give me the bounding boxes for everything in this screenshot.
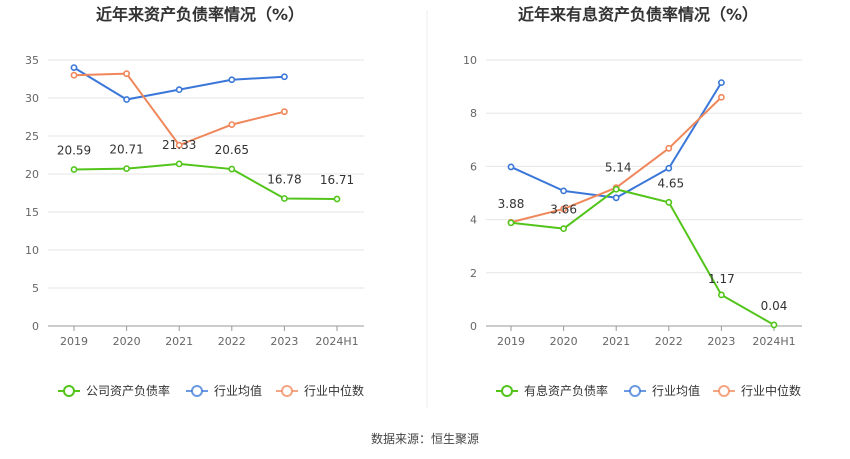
chart2-series-0-point xyxy=(718,291,725,299)
chart2-y-tick-label: 10 xyxy=(463,54,477,67)
chart1-data-label: 20.71 xyxy=(109,143,143,157)
chart2-title: 近年来有息资产负债率情况（%） xyxy=(518,5,758,24)
chart1-series-1-point xyxy=(228,76,236,84)
chart1-series-1-point xyxy=(175,86,183,94)
chart1-legend-label-1[interactable]: 行业均值 xyxy=(214,383,262,398)
chart1-legend-marker-0[interactable] xyxy=(63,385,75,397)
chart2-x-tick-label: 2021 xyxy=(602,335,630,348)
chart1-series-0-point xyxy=(280,195,288,202)
chart2-x-tick-label: 2024H1 xyxy=(752,335,795,348)
chart1-legend-label-2[interactable]: 行业中位数 xyxy=(304,383,364,398)
chart1-y-tick-label: 10 xyxy=(25,244,39,257)
chart1-data-label: 20.65 xyxy=(215,143,249,157)
chart2-series-2-point xyxy=(718,93,725,101)
chart2-x-tick-label: 2019 xyxy=(497,335,525,348)
chart1-legend-marker-1[interactable] xyxy=(191,385,203,397)
chart1-series-0-point xyxy=(175,160,183,168)
chart1-x-tick-label: 2020 xyxy=(113,335,141,348)
chart2-legend-marker-0[interactable] xyxy=(501,385,513,397)
chart1-y-tick-label: 35 xyxy=(25,54,39,67)
chart2-data-label: 3.88 xyxy=(498,197,525,211)
chart1-data-label: 20.59 xyxy=(57,144,91,158)
chart1-legend-label-0[interactable]: 公司资产负债率 xyxy=(86,383,170,398)
data-source-note: 数据来源：恒生聚源 xyxy=(371,431,479,446)
chart2-legend-label-0[interactable]: 有息资产负债率 xyxy=(524,383,608,398)
chart1-data-label: 21.33 xyxy=(162,138,196,152)
chart1-series-0-point xyxy=(70,166,78,173)
chart1-series-0-point xyxy=(333,195,341,203)
chart1-data-label: 16.71 xyxy=(320,173,354,187)
chart2-legend-marker-1[interactable] xyxy=(629,385,641,397)
chart2-series-2-point xyxy=(665,144,673,152)
chart2-series-0-point xyxy=(665,198,673,206)
chart1-series-0-point xyxy=(228,165,236,173)
chart2-y-tick-label: 8 xyxy=(470,107,477,120)
chart2-x-tick-label: 2023 xyxy=(707,335,735,348)
chart1-x-tick-label: 2022 xyxy=(218,335,246,348)
chart1-series-line-0 xyxy=(73,162,338,201)
chart2-data-label: 4.65 xyxy=(657,176,684,190)
chart1-y-tick-label: 25 xyxy=(25,130,39,143)
chart1-x-tick-label: 2024H1 xyxy=(315,335,358,348)
chart1-series-2-point xyxy=(228,121,236,128)
chart2-series-1-point xyxy=(718,79,725,87)
chart1-series-line-2 xyxy=(73,72,285,147)
chart2-data-label: 5.14 xyxy=(605,160,632,174)
chart1-y-tick-label: 15 xyxy=(25,206,39,219)
chart2-series-1-point xyxy=(665,164,673,172)
chart2-x-tick-label: 2020 xyxy=(550,335,578,348)
chart1-legend-marker-2[interactable] xyxy=(281,385,293,397)
chart1-title: 近年来资产负债率情况（%） xyxy=(96,5,304,24)
chart2-series-line-1 xyxy=(510,82,723,199)
chart1-x-tick-label: 2023 xyxy=(270,335,298,348)
chart2-series-0-point xyxy=(770,321,778,329)
chart2-series-0-point xyxy=(560,225,567,233)
chart2-y-tick-label: 2 xyxy=(470,267,477,280)
chart2-legend-label-1[interactable]: 行业均值 xyxy=(652,383,700,398)
chart2-series-2-point xyxy=(560,205,567,213)
chart1-series-2-point xyxy=(175,141,183,149)
chart2-data-label: 3.66 xyxy=(550,203,577,217)
chart2-y-tick-label: 4 xyxy=(470,214,477,227)
chart1-y-tick-label: 20 xyxy=(25,168,39,181)
chart2-legend-label-2[interactable]: 行业中位数 xyxy=(741,383,801,398)
chart2-series-0-point xyxy=(612,185,620,193)
chart2-y-tick-label: 0 xyxy=(470,320,477,333)
chart2-data-label: 0.04 xyxy=(761,299,788,313)
chart1-series-0-point xyxy=(123,165,130,173)
chart2-series-1-point xyxy=(560,187,567,195)
chart2-data-label: 1.17 xyxy=(708,272,735,286)
chart2-series-1-point xyxy=(507,163,515,171)
chart1-series-1-point xyxy=(123,96,130,103)
chart1-x-tick-label: 2019 xyxy=(60,335,88,348)
chart1-data-label: 16.78 xyxy=(267,172,301,186)
chart1-series-1-point xyxy=(280,73,288,81)
chart1-x-tick-label: 2021 xyxy=(165,335,193,348)
chart1-series-2-point xyxy=(123,70,130,78)
chart1-y-tick-label: 30 xyxy=(25,92,39,105)
chart2-x-tick-label: 2022 xyxy=(655,335,683,348)
chart2-y-tick-label: 6 xyxy=(470,160,477,173)
chart1-series-2-point xyxy=(280,108,288,116)
chart2-series-1-point xyxy=(612,194,620,202)
chart1-y-tick-label: 5 xyxy=(32,282,39,295)
chart1-series-1-point xyxy=(70,64,78,71)
chart2-series-line-0 xyxy=(510,188,775,326)
chart2-series-0-point xyxy=(507,219,515,227)
chart1-y-tick-label: 0 xyxy=(32,320,39,333)
chart2-legend-marker-2[interactable] xyxy=(718,385,730,397)
chart1-series-line-1 xyxy=(73,66,285,101)
chart1-series-2-point xyxy=(70,71,78,79)
